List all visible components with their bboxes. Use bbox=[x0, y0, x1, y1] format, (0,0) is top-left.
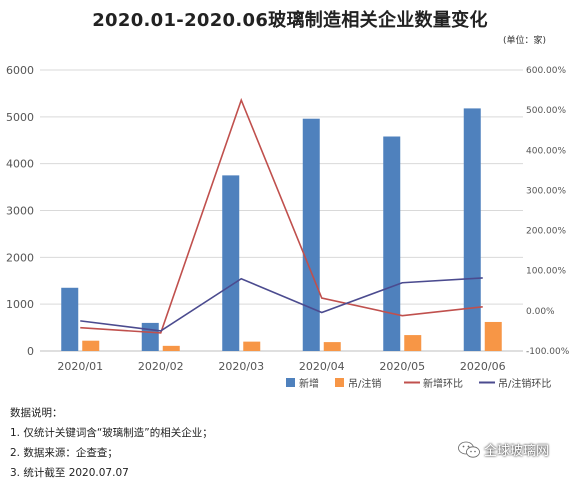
x-tick-label: 2020/05 bbox=[379, 360, 425, 373]
legend-swatch bbox=[286, 378, 295, 387]
x-tick-label: 2020/02 bbox=[138, 360, 184, 373]
y-tick-label-right: 0.00% bbox=[526, 307, 555, 317]
bar-new bbox=[463, 108, 481, 351]
legend-label: 新增环比 bbox=[423, 377, 463, 390]
x-tick-label: 2020/06 bbox=[460, 360, 506, 373]
x-tick-label: 2020/01 bbox=[57, 360, 103, 373]
watermark-text: 全球玻璃网 bbox=[484, 444, 550, 459]
y-tick-label-right: -100.00% bbox=[526, 347, 570, 357]
notes-item: 3. 统计截至 2020.07.07 bbox=[10, 467, 129, 479]
line-cancelled-mom bbox=[80, 277, 483, 332]
y-tick-label-left: 2000 bbox=[6, 251, 34, 264]
y-tick-label-right: 100.00% bbox=[526, 267, 566, 277]
y-tick-label-right: 600.00% bbox=[526, 66, 566, 76]
y-tick-label-right: 300.00% bbox=[526, 186, 566, 196]
y-tick-label-right: 400.00% bbox=[526, 146, 566, 156]
bar-cancelled bbox=[323, 342, 341, 351]
legend-label: 吊/注销 bbox=[348, 377, 381, 390]
bar-cancelled bbox=[162, 345, 180, 351]
y-tick-label-right: 200.00% bbox=[526, 227, 566, 237]
notes: 数据说明： 1. 仅统计关键词含“玻璃制造”的相关企业； 2. 数据来源：企查查… bbox=[10, 403, 213, 483]
x-tick-label: 2020/03 bbox=[218, 360, 264, 373]
bar-new bbox=[141, 322, 159, 351]
legend-swatch bbox=[335, 378, 344, 387]
chart-plot: 0 1000 2000 3000 4000 5000 6000 -100.00% 0.00% 10… bbox=[6, 64, 570, 390]
bar-cancelled bbox=[484, 321, 502, 351]
bar-cancelled bbox=[82, 340, 100, 351]
bar-cancelled bbox=[404, 335, 422, 351]
watermark: 全球玻璃网 bbox=[458, 440, 549, 459]
bar-new bbox=[302, 118, 320, 351]
wechat-icon bbox=[458, 441, 480, 458]
notes-item: 2. 数据来源：企查查； bbox=[10, 447, 118, 459]
x-tick-label: 2020/04 bbox=[299, 360, 345, 373]
bar-cancelled bbox=[243, 341, 261, 351]
notes-heading: 数据说明： bbox=[10, 407, 63, 419]
y-tick-label-left: 6000 bbox=[6, 64, 34, 77]
y-tick-label-right: 500.00% bbox=[526, 106, 566, 116]
y-tick-label-left: 4000 bbox=[6, 158, 34, 171]
bar-new bbox=[222, 175, 240, 351]
y-tick-label-left: 5000 bbox=[6, 111, 34, 124]
line-new-mom bbox=[80, 97, 483, 334]
bar-new bbox=[383, 136, 401, 351]
chart-title: 2020.01-2020.06玻璃制造相关企业数量变化 bbox=[92, 10, 488, 31]
y-tick-label-left: 1000 bbox=[6, 298, 34, 311]
notes-item: 1. 仅统计关键词含“玻璃制造”的相关企业； bbox=[10, 427, 213, 439]
legend-label: 吊/注销环比 bbox=[498, 377, 551, 390]
unit-label: (单位：家) bbox=[502, 36, 546, 46]
y-tick-label-left: 0 bbox=[27, 345, 34, 358]
bar-new bbox=[61, 287, 79, 351]
legend-label: 新增 bbox=[299, 377, 319, 390]
y-tick-label-left: 3000 bbox=[6, 205, 34, 218]
